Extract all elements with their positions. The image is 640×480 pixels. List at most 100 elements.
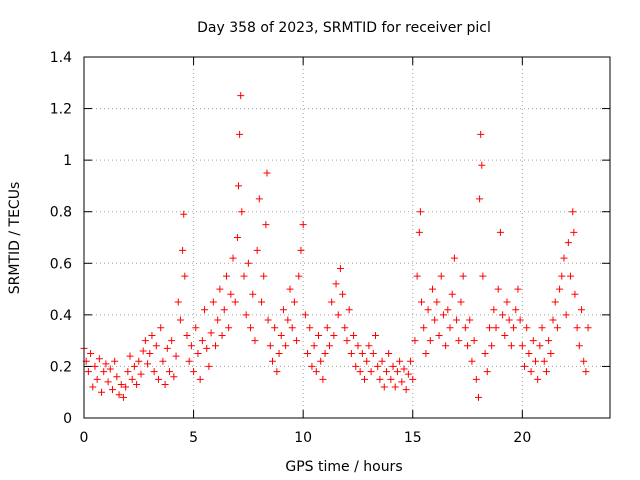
data-point (575, 342, 583, 350)
data-point (547, 350, 555, 358)
data-point (176, 316, 184, 324)
x-tick-label: 5 (189, 430, 198, 446)
data-point (523, 324, 531, 332)
data-point (323, 324, 331, 332)
data-point (312, 368, 320, 376)
data-point (328, 298, 336, 306)
y-tick-label: 1 (63, 153, 72, 169)
data-point (205, 362, 213, 370)
data-point (222, 272, 230, 280)
data-point (152, 342, 160, 350)
data-point (411, 337, 419, 345)
data-point (155, 375, 163, 383)
data-point (117, 380, 125, 388)
data-point (479, 272, 487, 280)
data-point (560, 254, 568, 262)
data-point (536, 342, 544, 350)
data-point (439, 311, 447, 319)
data-point (404, 370, 412, 378)
data-point (102, 360, 110, 368)
data-point (435, 331, 443, 339)
data-point (89, 383, 97, 391)
data-point (277, 331, 285, 339)
data-point (255, 195, 263, 203)
data-point (376, 375, 384, 383)
data-point (556, 285, 564, 293)
data-point (266, 342, 274, 350)
data-point (111, 357, 119, 365)
data-point (457, 298, 465, 306)
data-point (345, 306, 353, 314)
data-point (268, 357, 276, 365)
x-tick-label: 15 (404, 430, 422, 446)
data-point (453, 316, 461, 324)
x-tick-labels: 0 5 10 15 20 (80, 430, 532, 446)
y-tick-label: 0.2 (50, 359, 72, 375)
data-point (115, 391, 123, 399)
data-point (227, 290, 235, 298)
data-point (336, 264, 344, 272)
y-tick-label: 0.4 (50, 308, 72, 324)
data-point (514, 285, 522, 293)
data-point (214, 316, 222, 324)
x-tick-label: 0 (80, 430, 89, 446)
data-point (478, 161, 486, 169)
data-point (570, 228, 578, 236)
data-point (369, 350, 377, 358)
data-point (562, 311, 570, 319)
data-point (113, 373, 121, 381)
data-point (170, 373, 178, 381)
data-point (306, 324, 314, 332)
data-point (207, 329, 215, 337)
data-point (496, 228, 504, 236)
data-point (183, 331, 191, 339)
x-tick-label: 20 (513, 430, 531, 446)
data-point (418, 298, 426, 306)
data-point (275, 350, 283, 358)
data-point (98, 388, 106, 396)
data-point (95, 355, 103, 363)
x-tick-label: 10 (294, 430, 312, 446)
data-point (209, 298, 217, 306)
data-point (293, 337, 301, 345)
data-point (190, 368, 198, 376)
data-point (124, 368, 132, 376)
data-point (174, 298, 182, 306)
data-point (343, 337, 351, 345)
y-tick-label: 0.8 (50, 205, 72, 221)
data-point (422, 350, 430, 358)
data-point (492, 324, 500, 332)
data-point (466, 316, 474, 324)
data-point (505, 316, 513, 324)
data-point (126, 352, 134, 360)
data-point (468, 357, 476, 365)
data-point (150, 368, 158, 376)
data-point (161, 380, 169, 388)
data-point (582, 368, 590, 376)
data-point (367, 368, 375, 376)
data-point (407, 357, 415, 365)
data-point (402, 386, 410, 394)
data-point (216, 285, 224, 293)
data-point (253, 246, 261, 254)
data-point (181, 272, 189, 280)
data-point (501, 331, 509, 339)
data-point (553, 324, 561, 332)
data-point (503, 298, 511, 306)
data-point (545, 337, 553, 345)
data-point (238, 208, 246, 216)
data-point (494, 285, 502, 293)
data-point (106, 365, 114, 373)
data-point (426, 337, 434, 345)
data-point (128, 375, 136, 383)
data-point (483, 368, 491, 376)
data-point (187, 342, 195, 350)
data-point (371, 331, 379, 339)
data-point (104, 378, 112, 386)
data-point (231, 298, 239, 306)
data-point (146, 350, 154, 358)
data-point (442, 342, 450, 350)
data-point (571, 290, 579, 298)
data-point (374, 362, 382, 370)
data-point (91, 362, 99, 370)
